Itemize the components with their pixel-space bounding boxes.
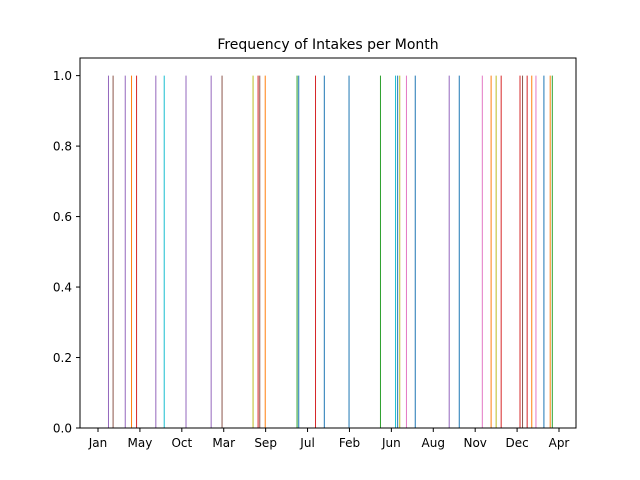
- bar: [348, 75, 350, 429]
- bars-layer: [107, 75, 553, 429]
- y-tick-label: 0.8: [53, 140, 72, 154]
- y-tick-label: 0.0: [53, 422, 72, 436]
- bar: [112, 75, 114, 429]
- bar: [519, 75, 521, 429]
- bar: [323, 75, 325, 429]
- bar: [535, 75, 537, 429]
- bar: [549, 75, 551, 429]
- bar: [257, 75, 259, 429]
- x-tick-label: Feb: [339, 436, 360, 450]
- bar: [405, 75, 407, 429]
- bar: [414, 75, 416, 429]
- x-tick-label: Apr: [549, 436, 570, 450]
- bar: [124, 75, 126, 429]
- bar: [522, 75, 524, 429]
- bar: [458, 75, 460, 429]
- x-tick-label: Oct: [171, 436, 192, 450]
- x-tick-label: Jul: [299, 436, 314, 450]
- x-tick-label: Sep: [254, 436, 277, 450]
- plot-frame: [79, 57, 577, 429]
- bar: [379, 75, 381, 429]
- bar: [131, 75, 133, 429]
- y-tick-label: 0.2: [53, 351, 72, 365]
- bar: [155, 75, 157, 429]
- x-tick-label: Mar: [212, 436, 235, 450]
- bar: [495, 75, 497, 429]
- bar: [481, 75, 483, 429]
- bar: [252, 75, 254, 429]
- x-axis: Jan May Oct Mar Sep Jul Feb Jun Aug Nov Dec Apr: [88, 428, 570, 450]
- bar: [136, 75, 138, 429]
- x-tick-label: Jan: [88, 436, 108, 450]
- bar: [296, 75, 298, 429]
- bar: [185, 75, 187, 429]
- y-tick-label: 0.6: [53, 210, 72, 224]
- x-tick-label: Dec: [505, 436, 528, 450]
- bar: [210, 75, 212, 429]
- x-tick-label: May: [128, 436, 153, 450]
- bar: [163, 75, 165, 429]
- bar: [395, 75, 397, 429]
- bar: [221, 75, 223, 429]
- bar: [490, 75, 492, 429]
- bar: [531, 75, 533, 429]
- x-tick-label: Jun: [381, 436, 401, 450]
- y-axis: 0.0 0.2 0.4 0.6 0.8 1.0: [53, 69, 80, 436]
- bar: [298, 75, 300, 429]
- bar: [526, 75, 528, 429]
- bar: [399, 75, 401, 429]
- bar: [551, 75, 553, 429]
- bar: [107, 75, 109, 429]
- bar: [259, 75, 261, 429]
- bar: [397, 75, 399, 429]
- chart-title: Frequency of Intakes per Month: [217, 37, 438, 53]
- x-tick-label: Aug: [422, 436, 445, 450]
- bar: [500, 75, 502, 429]
- bar: [264, 75, 266, 429]
- x-tick-label: Nov: [463, 436, 486, 450]
- y-tick-label: 1.0: [53, 69, 72, 83]
- bar: [543, 75, 545, 429]
- bar: [315, 75, 317, 429]
- y-tick-label: 0.4: [53, 281, 72, 295]
- bar: [448, 75, 450, 429]
